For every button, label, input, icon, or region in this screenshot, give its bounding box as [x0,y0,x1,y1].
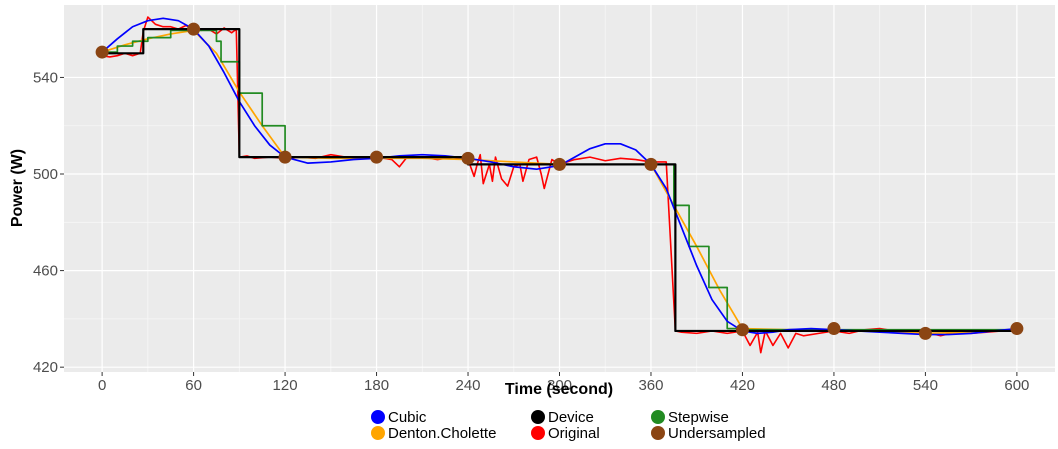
x-tick-label: 600 [1004,377,1029,394]
undersampled-point [735,323,749,337]
legend-key-cubic [371,410,385,424]
legend-key-denton-cholette [371,426,385,440]
series-line-stepwise [102,29,1017,331]
x-tick-label: 0 [98,377,106,394]
series-line-device [102,28,1017,333]
legend-label-stepwise: Stepwise [668,409,729,426]
legend-key-undersampled [651,426,665,440]
x-axis-title: Time (second) [505,381,613,398]
undersampled-point [370,150,384,164]
x-tick-label: 480 [821,377,846,394]
x-tick-label: 240 [456,377,481,394]
undersampled-point [1010,322,1024,336]
legend-label-cubic: Cubic [388,409,427,426]
legend-label-original: Original [548,425,600,442]
legend-key-stepwise [651,410,665,424]
y-tick-label: 460 [33,263,58,280]
undersampled-point [827,322,841,336]
y-tick-label: 540 [33,69,58,86]
undersampled-point [918,326,932,340]
undersampled-point [461,151,475,165]
legend-label-undersampled: Undersampled [668,425,766,442]
legend-key-original [531,426,545,440]
point-layer [95,22,1024,340]
legend: Cubic Device Stepwise Denton.Cholette Origin… [371,409,766,442]
x-tick-label: 300 [547,377,572,394]
legend-label-denton-cholette: Denton.Cholette [388,425,496,442]
undersampled-point [553,157,566,171]
x-tick-label: 180 [364,377,389,394]
undersampled-point [187,22,201,36]
x-tick-label: 120 [273,377,298,394]
x-tick-label: 360 [638,377,663,394]
x-axis: 0 60 120 180 240 300 360 420 480 540 600 [98,372,1029,394]
y-axis: 420 460 500 540 [33,69,64,376]
y-tick-label: 420 [33,359,58,376]
x-tick-label: 540 [913,377,938,394]
undersampled-point [95,45,109,59]
legend-key-device [531,410,545,424]
y-tick-label: 500 [33,166,58,183]
legend-label-device: Device [548,409,594,426]
x-tick-label: 60 [185,377,202,394]
x-tick-label: 420 [730,377,755,394]
major-grid [64,5,1055,372]
undersampled-point [278,150,292,164]
undersampled-point [644,157,658,171]
y-axis-title: Power (W) [9,149,26,227]
